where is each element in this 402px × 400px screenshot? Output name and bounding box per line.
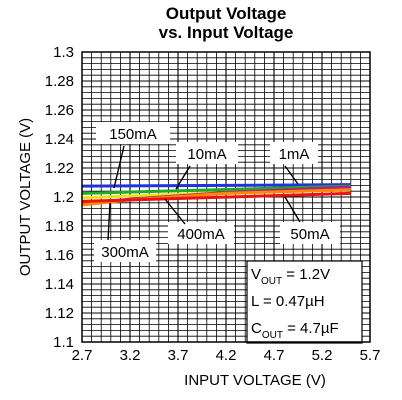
chart-title-line2: vs. Input Voltage: [159, 23, 294, 42]
x-tick-label: 4.7: [264, 347, 285, 364]
chart-title-line1: Output Voltage: [166, 4, 287, 23]
y-tick-label: 1.16: [45, 247, 74, 264]
x-tick-label: 3.7: [168, 347, 189, 364]
label-box-10ma: [176, 142, 238, 164]
series-line-50ma: [81, 191, 351, 203]
label-1ma: 1mA: [279, 146, 310, 163]
y-tick-label: 1.22: [45, 160, 74, 177]
y-tick-label: 1.1: [53, 334, 74, 351]
condition-inductance: L = 0.47µH: [251, 293, 325, 310]
x-tick-label: 5.2: [312, 347, 333, 364]
annotations: 150mA 10mA 1mA 300mA 400mA 50mA: [94, 122, 340, 262]
y-tick-label: 1.14: [45, 276, 74, 293]
label-50ma: 50mA: [290, 226, 329, 243]
tick-labels: 2.7 3.2 3.7 4.2 4.7 5.2 5.7 1.3 1.28 1.26 1.24 1.22…: [45, 44, 381, 364]
x-tick-label: 3.2: [120, 347, 141, 364]
condition-vout: VOUT = 1.2V: [251, 266, 330, 287]
leader-50ma: [284, 196, 301, 223]
condition-cout: COUT = 4.7µF: [251, 320, 339, 341]
y-tick-label: 1.3: [53, 44, 74, 61]
y-tick-label: 1.2: [53, 189, 74, 206]
leader-150ma: [113, 145, 125, 189]
label-300ma: 300mA: [101, 244, 149, 261]
x-tick-label: 5.7: [360, 347, 381, 364]
leader-300ma: [107, 202, 111, 241]
y-tick-label: 1.18: [45, 218, 74, 235]
leader-400ma: [164, 198, 186, 225]
conditions-box: VOUT = 1.2V L = 0.47µH COUT = 4.7µF: [246, 260, 363, 344]
label-box-1ma: [270, 142, 318, 164]
plot-frame: [81, 51, 371, 343]
label-box-50ma: [280, 222, 340, 244]
leader-1ma: [284, 165, 299, 185]
series-line-400ma: [81, 188, 351, 207]
label-box-400ma: [168, 222, 234, 244]
label-box-300ma: [94, 240, 156, 262]
series-lines: [81, 183, 351, 207]
x-tick-label: 2.7: [72, 347, 93, 364]
y-axis-label: OUTPUT VOLTAGE (V): [17, 118, 34, 276]
leader-10ma: [175, 165, 191, 190]
label-10ma: 10mA: [187, 146, 226, 163]
label-box-150ma: [96, 122, 170, 144]
x-axis-label: INPUT VOLTAGE (V): [184, 372, 326, 389]
x-tick-label: 4.2: [216, 347, 237, 364]
series-line-10ma: [81, 184, 351, 195]
y-tick-label: 1.24: [45, 131, 74, 148]
conditions-frame: [246, 260, 363, 344]
series-line-1ma: [81, 183, 351, 188]
y-tick-label: 1.12: [45, 305, 74, 322]
y-tick-label: 1.26: [45, 102, 74, 119]
y-tick-label: 1.28: [45, 73, 74, 90]
label-400ma: 400mA: [177, 226, 225, 243]
label-150ma: 150mA: [109, 126, 157, 143]
